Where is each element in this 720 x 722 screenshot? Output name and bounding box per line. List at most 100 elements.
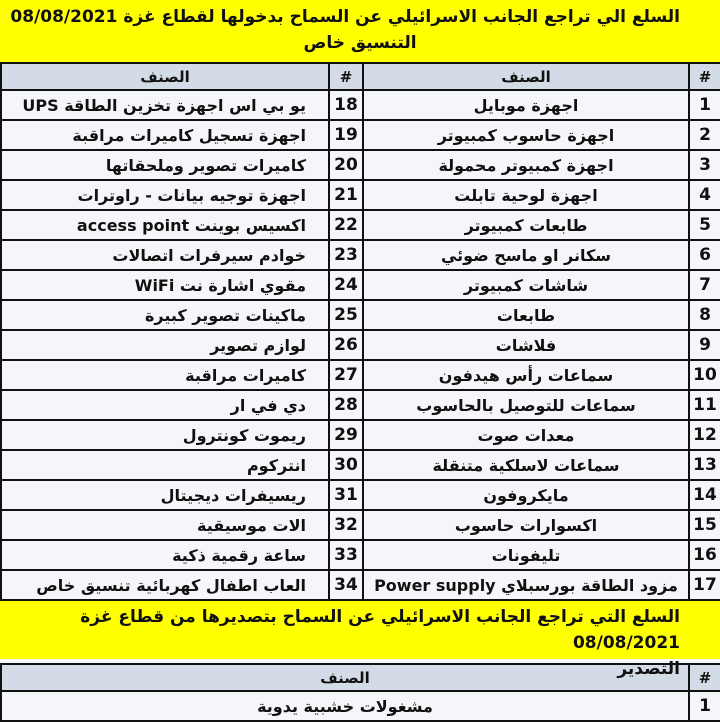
item-name: خوادم سيرفرات اتصالات xyxy=(0,239,330,271)
header-row: # الصنف # الصنف xyxy=(0,62,720,91)
row: 7 شاشات كمبيوتر 24 مقوي اشارة نت WiFi xyxy=(0,269,720,301)
item-number: 1 xyxy=(688,690,720,722)
item-name: انتركوم xyxy=(0,449,330,481)
export-table: # الصنف 1 مشغولات خشبية يدوية xyxy=(0,663,720,722)
row: 5 طابعات كمبيوتر 22 اكسيس بوينت access poin… xyxy=(0,209,720,241)
item-name: اكسيس بوينت access point xyxy=(0,209,330,241)
item-name: سكانر او ماسح ضوئي xyxy=(362,239,690,271)
item-name: كاميرات تصوير وملحقاتها xyxy=(0,149,330,181)
item-number: 34 xyxy=(328,569,364,601)
import-table: # الصنف # الصنف 1 اجهزة موبايل 18 يو بي اس اجهز… xyxy=(0,62,720,601)
export-title: السلع التي تراجع الجانب الاسرائيلي عن ال… xyxy=(0,601,720,679)
item-number: 30 xyxy=(328,449,364,481)
row: 3 اجهزة كمبيوتر محمولة 20 كاميرات تصوير ومل… xyxy=(0,149,720,181)
item-number: 22 xyxy=(328,209,364,241)
item-name: طابعات xyxy=(362,299,690,331)
row: 13 سماعات لاسلكية متنقلة 30 انتركوم xyxy=(0,449,720,481)
item-name: مقوي اشارة نت WiFi xyxy=(0,269,330,301)
item-name: اكسوارات حاسوب xyxy=(362,509,690,541)
item-number: 24 xyxy=(328,269,364,301)
item-number: 6 xyxy=(688,239,720,271)
item-number: 9 xyxy=(688,329,720,361)
header-number: # xyxy=(328,62,364,91)
import-title: السلع الي تراجع الجانب الاسرائيلي عن الس… xyxy=(0,0,720,62)
item-name: كاميرات مراقبة xyxy=(0,359,330,391)
item-number: 33 xyxy=(328,539,364,571)
item-name: الات موسيقية xyxy=(0,509,330,541)
item-name: اجهزة تسجيل كاميرات مراقبة xyxy=(0,119,330,151)
item-name: ماكينات تصوير كبيرة xyxy=(0,299,330,331)
item-number: 2 xyxy=(688,119,720,151)
item-name: مزود الطاقة بورسبلاي Power supply xyxy=(362,569,690,601)
row: 1 اجهزة موبايل 18 يو بي اس اجهزة تخزين الطا… xyxy=(0,89,720,121)
item-number: 20 xyxy=(328,149,364,181)
item-number: 16 xyxy=(688,539,720,571)
item-name: دي في ار xyxy=(0,389,330,421)
row: 12 معدات صوت 29 ريموت كونترول xyxy=(0,419,720,451)
item-number: 23 xyxy=(328,239,364,271)
item-name: سماعات للتوصيل بالحاسوب xyxy=(362,389,690,421)
row: 8 طابعات 25 ماكينات تصوير كبيرة xyxy=(0,299,720,331)
row: 4 اجهزة لوحية تابلت 21 اجهزة توجيه بيانات -… xyxy=(0,179,720,211)
item-number: 18 xyxy=(328,89,364,121)
item-number: 5 xyxy=(688,209,720,241)
item-number: 28 xyxy=(328,389,364,421)
row: 9 فلاشات 26 لوازم تصوير xyxy=(0,329,720,361)
item-number: 27 xyxy=(328,359,364,391)
item-number: 29 xyxy=(328,419,364,451)
item-number: 32 xyxy=(328,509,364,541)
item-name: مشغولات خشبية يدوية xyxy=(0,690,690,722)
item-number: 12 xyxy=(688,419,720,451)
row: 11 سماعات للتوصيل بالحاسوب 28 دي في ار xyxy=(0,389,720,421)
item-number: 21 xyxy=(328,179,364,211)
item-name: طابعات كمبيوتر xyxy=(362,209,690,241)
row: 16 تليفونات 33 ساعة رقمية ذكية xyxy=(0,539,720,571)
item-name: سماعات رأس هيدفون xyxy=(362,359,690,391)
row: 1 مشغولات خشبية يدوية xyxy=(0,690,720,722)
item-name: سماعات لاسلكية متنقلة xyxy=(362,449,690,481)
header-item: الصنف xyxy=(0,663,690,692)
item-name: اجهزة كمبيوتر محمولة xyxy=(362,149,690,181)
item-name: ساعة رقمية ذكية xyxy=(0,539,330,571)
row: 6 سكانر او ماسح ضوئي 23 خوادم سيرفرات اتصال… xyxy=(0,239,720,271)
header-item: الصنف xyxy=(362,62,690,91)
title-line: السلع التي تراجع الجانب الاسرائيلي عن ال… xyxy=(80,607,680,653)
item-name: اجهزة حاسوب كمبيوتر xyxy=(362,119,690,151)
item-name: اجهزة توجيه بيانات - راوترات xyxy=(0,179,330,211)
item-name: ريسيفرات ديجيتال xyxy=(0,479,330,511)
item-name: لوازم تصوير xyxy=(0,329,330,361)
header-number: # xyxy=(688,663,720,692)
row: 2 اجهزة حاسوب كمبيوتر 19 اجهزة تسجيل كاميرا… xyxy=(0,119,720,151)
title-line: التصدير xyxy=(617,659,680,679)
item-name: يو بي اس اجهزة تخزين الطاقة UPS xyxy=(0,89,330,121)
row: 17 مزود الطاقة بورسبلاي Power supply 34 الع… xyxy=(0,569,720,601)
item-name: معدات صوت xyxy=(362,419,690,451)
item-name: اجهزة لوحية تابلت xyxy=(362,179,690,211)
item-name: تليفونات xyxy=(362,539,690,571)
item-number: 1 xyxy=(688,89,720,121)
header-row: # الصنف xyxy=(0,663,720,692)
header-item: الصنف xyxy=(0,62,330,91)
item-name: ريموت كونترول xyxy=(0,419,330,451)
item-number: 31 xyxy=(328,479,364,511)
item-name: مايكروفون xyxy=(362,479,690,511)
item-number: 3 xyxy=(688,149,720,181)
item-number: 25 xyxy=(328,299,364,331)
item-number: 19 xyxy=(328,119,364,151)
item-number: 10 xyxy=(688,359,720,391)
item-number: 7 xyxy=(688,269,720,301)
item-name: فلاشات xyxy=(362,329,690,361)
row: 14 مايكروفون 31 ريسيفرات ديجيتال xyxy=(0,479,720,511)
title-line: السلع الي تراجع الجانب الاسرائيلي عن الس… xyxy=(10,7,680,27)
row: 10 سماعات رأس هيدفون 27 كاميرات مراقبة xyxy=(0,359,720,391)
item-name: اجهزة موبايل xyxy=(362,89,690,121)
item-number: 15 xyxy=(688,509,720,541)
item-number: 11 xyxy=(688,389,720,421)
item-number: 8 xyxy=(688,299,720,331)
header-number: # xyxy=(688,62,720,91)
item-number: 17 xyxy=(688,569,720,601)
item-number: 13 xyxy=(688,449,720,481)
item-number: 26 xyxy=(328,329,364,361)
item-number: 4 xyxy=(688,179,720,211)
